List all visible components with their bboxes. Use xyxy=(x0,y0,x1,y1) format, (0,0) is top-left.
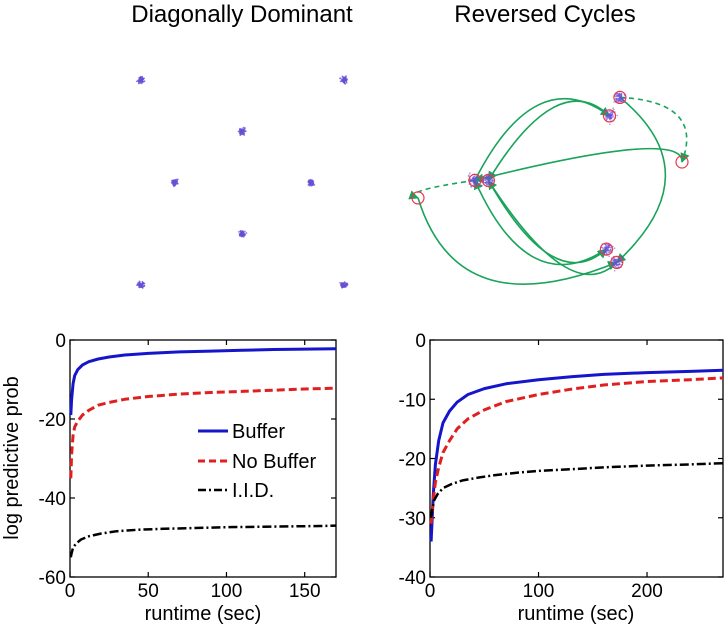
cluster-c3 xyxy=(237,126,247,137)
series-line-i-i-d-2 xyxy=(69,524,337,558)
cluster-c8 xyxy=(339,281,349,289)
transition-arrow-s5-s7 xyxy=(487,180,608,264)
transition-arrow-s1-s8 xyxy=(616,96,667,264)
state-marker-s5 xyxy=(481,173,495,187)
cluster-c7 xyxy=(136,280,146,289)
ytick-label-2-1: -40 xyxy=(39,489,66,510)
transition-arrows xyxy=(408,96,690,285)
transition-arrow-s4-s2 xyxy=(474,97,611,181)
ytick-label-3-4: 0 xyxy=(415,331,426,352)
series-line-buffer-3 xyxy=(429,368,724,542)
state-marker-s4 xyxy=(468,173,482,187)
xtick-label-2-2: 100 xyxy=(211,581,243,602)
state-marker-s1 xyxy=(613,90,627,105)
ytick-label-3-0: -40 xyxy=(399,568,426,589)
ytick-label-2-3: 0 xyxy=(55,331,66,352)
state-s8 xyxy=(608,255,624,272)
state-s5 xyxy=(480,173,496,188)
xtick-label-2-3: 150 xyxy=(289,581,321,602)
series-line-no-buffer-3 xyxy=(429,376,724,524)
panel1-title: Diagonally Dominant xyxy=(131,1,353,28)
xlabel-left: runtime (sec) xyxy=(145,603,262,625)
transition-arrow-s8-s5 xyxy=(487,179,618,276)
state-marker-s2 xyxy=(602,109,617,123)
xtick-label-2-0: 0 xyxy=(65,581,76,602)
cluster-c6 xyxy=(238,229,248,238)
ytick-label-3-1: -30 xyxy=(399,509,426,530)
line-plot-left: 0 50 100 150 -60 -40 -20 0 xyxy=(39,331,337,602)
legend-label-iid: I.I.D. xyxy=(232,480,274,502)
cluster-c1 xyxy=(136,75,146,85)
state-s7 xyxy=(598,242,616,258)
legend: Buffer No Buffer I.I.D. xyxy=(198,421,316,502)
transition-arrow-s6-s8 xyxy=(417,197,618,285)
xtick-label-3-0: 0 xyxy=(425,581,436,602)
state-marker-s7 xyxy=(599,242,614,256)
ytick-label-3-2: -20 xyxy=(399,450,426,471)
state-s1 xyxy=(613,90,627,105)
cluster-c5 xyxy=(307,178,316,187)
transition-arrow-s3-s4 xyxy=(473,147,683,183)
state-s4 xyxy=(467,172,482,189)
cluster-c2 xyxy=(339,75,349,85)
scatter-panel-diagonally-dominant xyxy=(136,75,349,289)
state-marker-s8 xyxy=(610,255,624,269)
scatter-panel-reversed-cycles xyxy=(408,90,690,285)
state-s2 xyxy=(602,107,618,126)
ytick-label-3-3: -10 xyxy=(399,390,426,411)
xtick-label-3-1: 100 xyxy=(523,581,555,602)
ylabel-left: log predictive prob xyxy=(1,376,23,539)
transition-arrow-s4-s6 xyxy=(408,179,476,200)
xlabel-right: runtime (sec) xyxy=(518,603,635,625)
panel2-title: Reversed Cycles xyxy=(454,1,635,28)
series-line-no-buffer-2 xyxy=(69,386,337,479)
state-s3 xyxy=(675,155,689,169)
xtick-label-2-1: 50 xyxy=(138,581,159,602)
ytick-label-2-0: -60 xyxy=(39,568,66,589)
xtick-label-3-2: 200 xyxy=(631,581,663,602)
state-marker-s3 xyxy=(675,155,689,169)
legend-label-buffer: Buffer xyxy=(232,421,285,443)
cluster-c4 xyxy=(170,178,179,187)
transition-arrow-s7-s4 xyxy=(474,179,607,266)
transition-arrow-s2-s5 xyxy=(487,100,611,182)
ytick-label-2-2: -20 xyxy=(39,410,66,431)
line-plot-right: 0 100 200 -40 -30 -20 -10 0 xyxy=(399,331,724,602)
series-line-i-i-d-3 xyxy=(429,461,724,518)
legend-label-no-buffer: No Buffer xyxy=(232,451,316,473)
state-marker-s6 xyxy=(411,191,425,205)
series-line-buffer-2 xyxy=(69,347,337,416)
state-s6 xyxy=(411,191,425,205)
